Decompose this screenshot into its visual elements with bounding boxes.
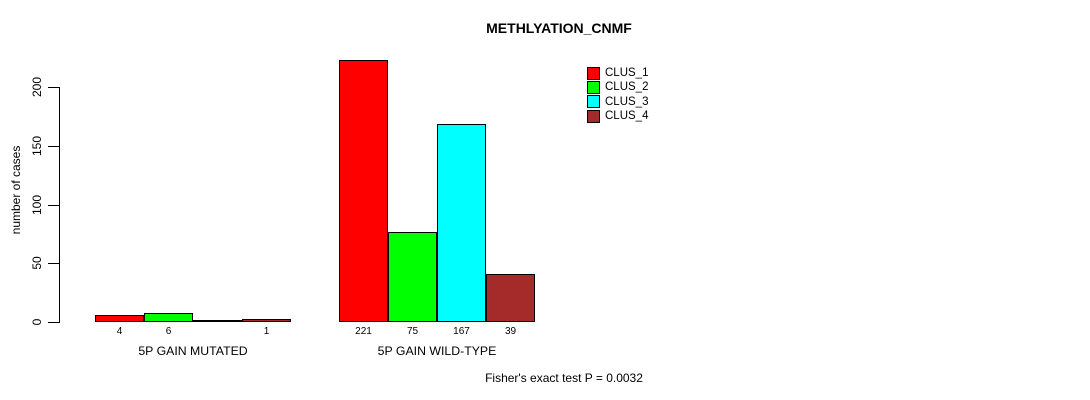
bar-clus_2-group2: [388, 232, 437, 322]
legend-label: CLUS_2: [605, 81, 649, 94]
y-tick-label: 0: [30, 318, 44, 326]
legend: CLUS_1 CLUS_2 CLUS_3 CLUS_4: [587, 66, 648, 123]
category-label: 5P GAIN MUTATED: [138, 344, 248, 358]
legend-label: CLUS_1: [605, 67, 649, 80]
bar-value-label: 221: [355, 326, 372, 337]
legend-item-clus_2: CLUS_2: [587, 80, 648, 94]
legend-item-clus_4: CLUS_4: [587, 109, 648, 123]
y-tick-mark: [48, 322, 59, 323]
legend-item-clus_1: CLUS_1: [587, 66, 648, 80]
annotation-text: Fisher's exact test P = 0.0032: [485, 371, 643, 385]
y-tick-mark: [48, 145, 59, 147]
bar-clus_2-group1: [144, 313, 193, 322]
chart-title: METHLYATION_CNMF: [486, 20, 632, 36]
bar-value-label: 4: [116, 326, 123, 337]
legend-item-clus_3: CLUS_3: [587, 95, 648, 109]
legend-label: CLUS_3: [605, 95, 649, 108]
y-tick-label: 150: [30, 135, 44, 156]
bar-clus_3-group1: [193, 320, 242, 322]
y-axis-line: [59, 87, 60, 323]
y-tick-label: 200: [30, 76, 44, 98]
bar-value-label: 75: [406, 326, 419, 337]
category-label: 5P GAIN WILD-TYPE: [377, 344, 497, 358]
y-axis-label: number of cases: [9, 145, 23, 235]
y-tick-mark: [48, 263, 59, 265]
bar-value-label: 1: [263, 326, 270, 337]
bar-value-label: 39: [504, 326, 517, 337]
bar-clus_1-group1: [95, 315, 144, 322]
legend-swatch-clus_1: [587, 66, 600, 80]
bar-value-label: 6: [165, 326, 172, 337]
legend-swatch-clus_3: [587, 95, 600, 109]
bar-clus_4-group2: [486, 274, 535, 322]
bar-clus_3-group2: [437, 124, 486, 322]
bar-clus_1-group2: [339, 60, 388, 322]
y-tick-label: 100: [30, 194, 44, 215]
legend-swatch-clus_2: [587, 80, 600, 94]
y-tick-label: 50: [30, 256, 44, 270]
y-tick-mark: [48, 204, 59, 206]
legend-label: CLUS_4: [605, 110, 649, 123]
y-tick-mark: [48, 87, 59, 88]
bar-clus_4-group1: [242, 319, 291, 322]
legend-swatch-clus_4: [587, 109, 600, 123]
bar-value-label: 167: [453, 326, 470, 337]
